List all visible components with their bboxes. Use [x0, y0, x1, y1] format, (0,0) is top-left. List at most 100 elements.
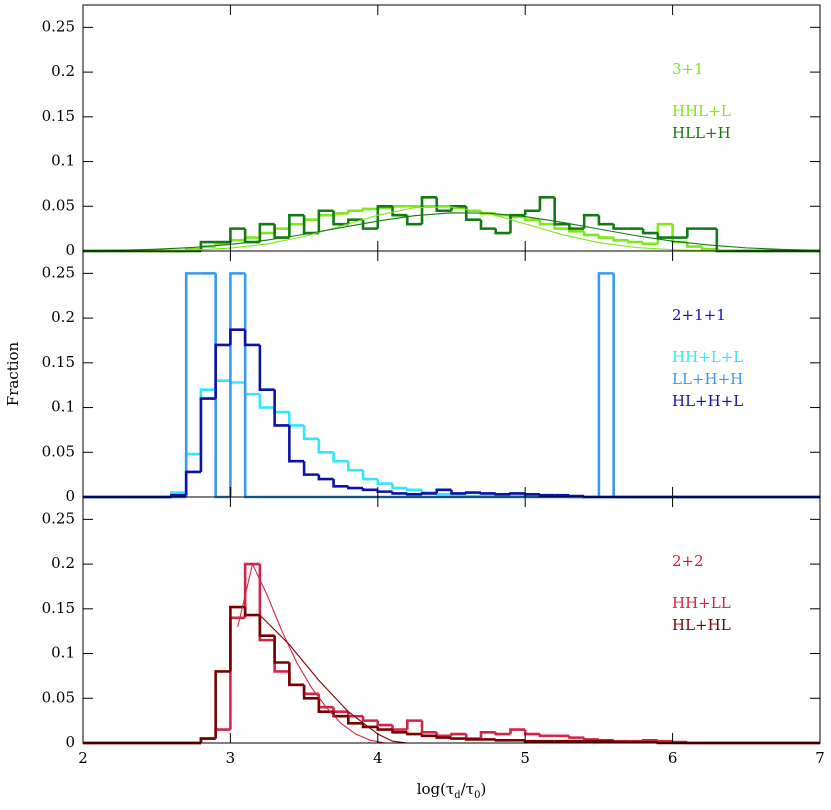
histogram-step: [686, 227, 703, 238]
y-tick-label: 0.05: [42, 196, 75, 214]
histogram-step: [273, 224, 290, 239]
histogram-step: [391, 491, 408, 495]
histogram-step: [523, 739, 540, 743]
histogram-step: [184, 452, 201, 493]
histogram-step: [229, 605, 246, 672]
histogram-step: [361, 219, 378, 230]
histogram-step: [332, 479, 349, 488]
histogram-step: [376, 726, 393, 731]
panel-label: 2+2: [672, 552, 704, 570]
x-axis-label-part: ): [480, 780, 486, 798]
y-tick-label: 0.2: [51, 554, 75, 572]
histogram-step: [243, 562, 260, 618]
histogram-step: [288, 213, 305, 238]
histogram-step: [494, 739, 511, 742]
histogram-step: [464, 491, 481, 494]
histogram-step: [479, 219, 496, 230]
histogram-step: [214, 343, 231, 399]
histogram-step: [391, 725, 408, 731]
histogram-step: [273, 389, 290, 427]
histogram-step: [347, 486, 364, 490]
histogram-step: [288, 425, 305, 463]
histogram-step: [405, 488, 423, 492]
legend-entry: HLL+H: [672, 124, 731, 142]
histogram-step: [288, 222, 305, 229]
histogram-step: [553, 197, 570, 226]
y-tick-label: 0.15: [42, 107, 75, 125]
y-tick-label: 0.1: [51, 644, 75, 662]
histogram-step: [332, 212, 349, 216]
histogram-step: [420, 196, 437, 225]
histogram-step: [229, 328, 246, 345]
histogram-step: [302, 684, 319, 700]
fit-curve: [237, 562, 386, 744]
histogram-step: [214, 670, 231, 739]
histogram-step: [243, 273, 260, 499]
histogram-step: [317, 209, 334, 234]
histogram-step: [273, 227, 290, 234]
x-axis-label: log(τd/τ0): [417, 780, 487, 801]
histogram-step: [376, 479, 393, 485]
histogram-step: [612, 740, 629, 744]
histogram-step: [184, 272, 201, 497]
histogram-step: [288, 671, 305, 687]
histogram-step: [420, 492, 437, 495]
histogram-step: [435, 735, 452, 739]
y-tick-label: 0: [65, 487, 75, 505]
histogram-step: [479, 730, 496, 739]
x-axis-label-part: d: [454, 790, 461, 801]
x-axis-label-part: /τ: [461, 780, 474, 798]
histogram-step: [700, 246, 717, 251]
histogram-step: [568, 735, 585, 739]
histogram-step: [258, 344, 275, 391]
y-axis-label: Fraction: [4, 341, 22, 406]
histogram-step: [199, 397, 216, 472]
histogram-step: [258, 394, 275, 409]
histogram-step: [405, 719, 423, 730]
histogram-step: [229, 227, 246, 243]
y-tick-label: 0: [65, 241, 75, 259]
histogram-step: [509, 492, 526, 495]
panel-label: 2+1+1: [672, 306, 726, 324]
histogram-step: [361, 470, 378, 481]
histogram-step: [612, 237, 629, 242]
histogram-step: [273, 640, 290, 673]
histogram-step: [273, 407, 290, 414]
legend-entry: HH+LL: [672, 594, 731, 612]
histogram-step: [509, 728, 526, 735]
histogram-step: [420, 734, 437, 738]
histogram-step: [258, 222, 275, 243]
x-tick-label: 4: [373, 749, 383, 767]
histogram-step: [538, 196, 555, 211]
histogram-step: [229, 616, 246, 730]
histogram-step: [435, 492, 452, 496]
histogram-step: [464, 738, 481, 741]
histogram-step: [332, 210, 349, 226]
histogram-step: [582, 231, 599, 237]
histogram-step: [450, 489, 467, 495]
x-tick-label: 2: [78, 749, 88, 767]
histogram-step: [361, 207, 378, 211]
y-tick-label: 0.15: [42, 353, 75, 371]
histogram-step: [523, 493, 540, 496]
histogram-step: [420, 720, 437, 734]
histogram-step: [435, 732, 452, 738]
histogram-step: [258, 231, 275, 238]
x-axis-label-part: 0: [474, 790, 480, 801]
histogram-step: [405, 493, 423, 496]
legend-entry: HL+H+L: [672, 392, 743, 410]
histogram-step: [229, 272, 246, 497]
histogram-step: [435, 488, 452, 494]
histogram-step: [612, 273, 629, 499]
histogram-step: [391, 206, 408, 217]
histogram-step: [288, 412, 305, 427]
fit-curve: [82, 212, 821, 252]
histogram-step: [538, 493, 555, 497]
histogram-step: [715, 228, 732, 253]
histogram-step: [450, 732, 467, 736]
legend-entry: HL+HL: [672, 616, 731, 634]
histogram-step: [671, 224, 688, 244]
histogram-step: [582, 737, 599, 741]
histogram-step: [258, 615, 275, 637]
histogram-step: [538, 734, 555, 738]
